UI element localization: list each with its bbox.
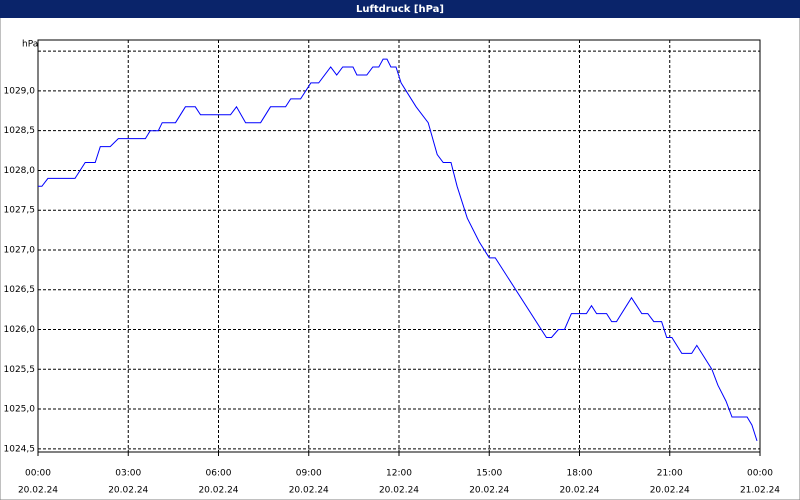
y-tick-label: 1028,0 (4, 166, 36, 176)
x-tick-label: 20.02.24 (559, 486, 599, 496)
x-tick-label: 21.02.24 (740, 486, 780, 496)
x-tick-label: 21:00 (657, 469, 683, 479)
x-tick-label: 20.02.24 (469, 486, 509, 496)
x-tick-label: 20.02.24 (379, 486, 419, 496)
x-tick-label: 06:00 (206, 469, 232, 479)
x-tick-label: 00:00 (25, 469, 51, 479)
title-bar (0, 0, 800, 18)
chart-title: Luftdruck [hPa] (356, 4, 444, 15)
data-line (38, 58, 758, 442)
y-tick-label: 1026,5 (4, 285, 36, 295)
x-tick-label: 20.02.24 (289, 486, 329, 496)
x-tick-label: 03:00 (115, 469, 141, 479)
y-tick-label: 1024,5 (4, 444, 36, 454)
x-tick-label: 20.02.24 (198, 486, 238, 496)
y-tick-label: 1029,0 (4, 86, 36, 96)
x-tick-label: 15:00 (476, 469, 502, 479)
y-tick-label: hPa (22, 40, 38, 50)
x-tick-label: 20.02.24 (650, 486, 690, 496)
y-tick-label: 1026,0 (4, 325, 36, 335)
y-tick-label: 1027,5 (4, 206, 36, 216)
y-tick-label: 1025,5 (4, 365, 36, 375)
y-tick-label: 1025,0 (4, 405, 36, 415)
y-tick-label: 1027,0 (4, 245, 36, 255)
x-tick-label: 00:00 (747, 469, 773, 479)
x-tick-label: 09:00 (296, 469, 322, 479)
x-tick-label: 20.02.24 (18, 486, 58, 496)
y-tick-label: 1028,5 (4, 126, 36, 136)
x-tick-label: 20.02.24 (108, 486, 148, 496)
x-tick-label: 12:00 (386, 469, 412, 479)
x-tick-label: 18:00 (567, 469, 593, 479)
